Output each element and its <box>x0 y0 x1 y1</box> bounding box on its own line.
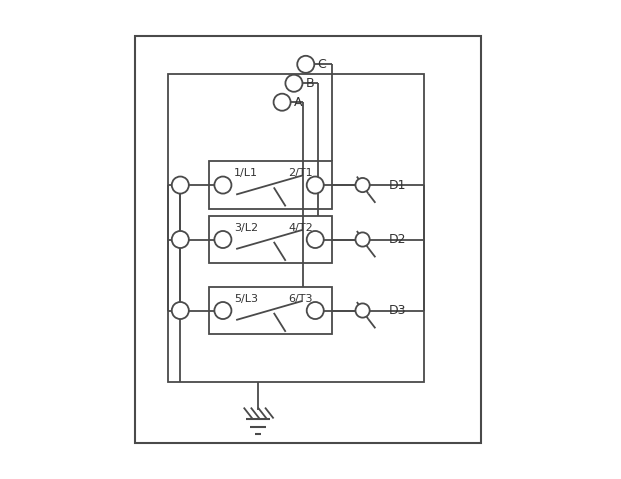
Text: 4/T2: 4/T2 <box>288 223 313 233</box>
Circle shape <box>214 177 232 194</box>
Bar <box>135 36 481 443</box>
Text: 2/T1: 2/T1 <box>288 168 313 178</box>
Circle shape <box>214 302 232 319</box>
Circle shape <box>355 303 369 318</box>
Text: B: B <box>306 77 314 90</box>
Circle shape <box>307 302 324 319</box>
Circle shape <box>172 231 189 248</box>
Text: D1: D1 <box>389 179 406 192</box>
Text: C: C <box>317 58 327 71</box>
Circle shape <box>172 302 189 319</box>
Text: 5/L3: 5/L3 <box>233 294 258 304</box>
Text: 6/T3: 6/T3 <box>288 294 313 304</box>
Text: D2: D2 <box>389 233 406 246</box>
Bar <box>209 161 332 209</box>
Circle shape <box>307 231 324 248</box>
Circle shape <box>172 177 189 194</box>
Circle shape <box>274 94 291 111</box>
Bar <box>209 216 332 263</box>
Circle shape <box>355 232 369 247</box>
Circle shape <box>214 231 232 248</box>
Text: 1/L1: 1/L1 <box>233 168 258 178</box>
Text: D3: D3 <box>389 304 406 317</box>
Bar <box>168 74 424 382</box>
Bar <box>209 287 332 334</box>
Circle shape <box>355 178 369 192</box>
Text: 3/L2: 3/L2 <box>233 223 258 233</box>
Circle shape <box>307 177 324 194</box>
Text: A: A <box>294 96 302 109</box>
Circle shape <box>297 56 314 73</box>
Circle shape <box>286 75 302 92</box>
